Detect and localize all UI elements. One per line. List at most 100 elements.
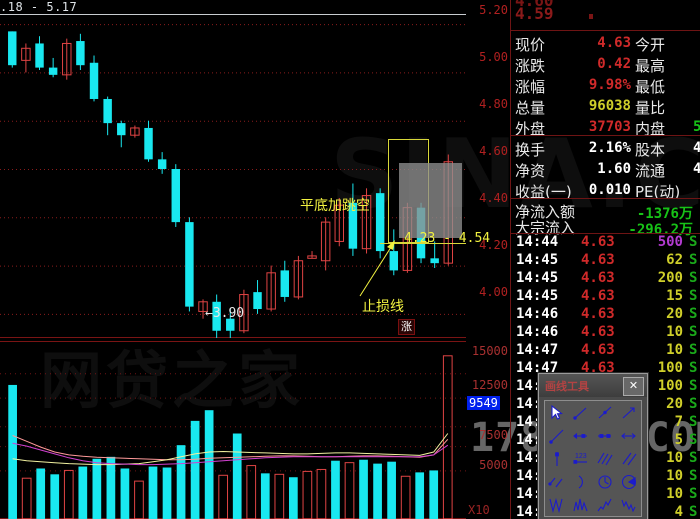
tick-row[interactable]: 14:47 4.63 10 S: [511, 340, 700, 361]
quote-label-secondary: 流通: [635, 162, 666, 180]
annotation-pattern-label: 平底加跳空: [300, 198, 370, 214]
tick-volume: 15: [666, 288, 683, 304]
tick-price: 4.63: [581, 342, 615, 358]
tick-side: S: [689, 450, 698, 466]
tick-side: S: [689, 306, 698, 322]
quote-panel: 4.60 4.59 现价 4.63 今开 涨跌 0.42 最高 涨幅 9.98% 最低 总量 960…: [510, 0, 700, 519]
tick-volume: 10: [666, 342, 683, 358]
left-extend-tool[interactable]: [569, 424, 593, 447]
tick-time: 14:45: [516, 270, 559, 286]
quote-label: 涨幅: [515, 78, 546, 96]
tick-price: 4.63: [581, 234, 615, 250]
ray-tool[interactable]: [593, 401, 617, 424]
fan-tool[interactable]: [617, 470, 641, 493]
axis-tick-price: 4.20: [479, 238, 508, 252]
tick-volume: 100: [657, 378, 683, 394]
blockflow-label: 大宗流入: [515, 219, 576, 237]
tick-time: 14:45: [516, 252, 559, 268]
quote-label: 涨跌: [515, 57, 546, 75]
annotation-low-label: ←3.90: [205, 306, 245, 321]
tick-volume: 20: [666, 306, 683, 322]
quote-label-secondary: 量比: [635, 99, 666, 117]
blockflow-value: -296.2万: [628, 222, 693, 238]
volume-pane[interactable]: [0, 341, 466, 519]
wave-peaks-tool[interactable]: [569, 493, 593, 516]
axis-selected-volume[interactable]: 9549: [467, 396, 500, 410]
tick-row[interactable]: 14:45 4.63 15 S: [511, 286, 700, 307]
quote-row: 总量 96038 量比: [511, 96, 700, 117]
parallel-pair-tool[interactable]: [617, 447, 641, 470]
arrow-tool[interactable]: [617, 401, 641, 424]
axis-tick-price: 4.80: [479, 97, 508, 111]
quote-value: 1.60: [597, 161, 631, 177]
broken-parallel-tool[interactable]: [545, 470, 569, 493]
parallel-channel-tool[interactable]: [593, 447, 617, 470]
drawing-tool-grid[interactable]: 123GPGAG: [544, 400, 642, 517]
drawing-toolbar[interactable]: 画线工具 ✕ 123GPGAG: [538, 373, 648, 519]
quote-value: 9.98%: [588, 77, 631, 93]
quote-label-secondary: 股本: [635, 141, 666, 159]
numbered-line-tool[interactable]: 123: [569, 447, 593, 470]
circle-tool[interactable]: [593, 470, 617, 493]
zigzag-up-tool[interactable]: [593, 493, 617, 516]
quote-value: 2.16%: [588, 140, 631, 156]
top-bid-clipped: 4.60: [515, 0, 554, 10]
tick-volume: 100: [657, 360, 683, 376]
quote-row: 换手 2.16%股本 4.0: [511, 138, 700, 159]
zhang-badge: 涨: [398, 319, 415, 335]
tick-price: 4.63: [581, 324, 615, 340]
quote-label-secondary: 内盘: [635, 120, 666, 138]
quote-label: 外盘: [515, 120, 546, 138]
vline-tool[interactable]: [545, 447, 569, 470]
stoploss-line[interactable]: [380, 243, 466, 244]
axis-tick-volume: 15000: [471, 344, 508, 358]
tick-price: 4.63: [581, 360, 615, 376]
drawing-toolbar-title: 画线工具: [545, 380, 589, 393]
divider: [511, 198, 700, 199]
tick-side: S: [689, 468, 698, 484]
divider: [511, 135, 700, 136]
tick-side: S: [689, 414, 698, 430]
axis-volume-unit: X10: [468, 503, 490, 517]
tick-row[interactable]: 14:44 4.63 500 S: [511, 232, 700, 253]
tick-price: 4.63: [581, 306, 615, 322]
quote-value: 4.63: [597, 35, 631, 51]
tick-time: 14:44: [516, 234, 559, 250]
tick-row[interactable]: 14:46 4.63 20 S: [511, 304, 700, 325]
quote-label: 换手: [515, 141, 546, 159]
trendline-tool[interactable]: [545, 424, 569, 447]
arc-tool[interactable]: [569, 470, 593, 493]
hline-tool[interactable]: [593, 424, 617, 447]
tick-side: S: [689, 324, 698, 340]
tick-row[interactable]: 14:45 4.63 62 S: [511, 250, 700, 271]
axis-tick-price: 4.60: [479, 144, 508, 158]
tick-price: 4.63: [581, 288, 615, 304]
wave-w-tool[interactable]: [545, 493, 569, 516]
tick-row[interactable]: 14:45 4.63 200 S: [511, 268, 700, 289]
chart-area[interactable]: .18 - 5.17 平底加跳空 止损线 4.23 - 4.54 ←3.90 涨: [0, 0, 490, 519]
drawing-toolbar-titlebar[interactable]: 画线工具 ✕: [539, 374, 647, 397]
tick-side: S: [689, 378, 698, 394]
tick-side: S: [689, 396, 698, 412]
axis-tick-price: 4.40: [479, 191, 508, 205]
tick-row[interactable]: 14:47 4.63 100 S: [511, 358, 700, 379]
bid-marker-icon: [589, 14, 593, 19]
chart-axis: 5.20 5.00 4.80 4.60 4.40 4.20 4.00 15000…: [466, 0, 510, 519]
tick-side: S: [689, 234, 698, 250]
tick-time: 14:47: [516, 360, 559, 376]
axis-tick-volume: 7500: [479, 428, 508, 442]
cursor-tool[interactable]: [545, 401, 569, 424]
segment-tool[interactable]: [569, 401, 593, 424]
quote-row: 现价 4.63 今开: [511, 33, 700, 54]
tick-table[interactable]: 14:44 4.63 500 S 14:45 4.63 62 S 14:45 4.63 200 S 14…: [511, 232, 700, 519]
tick-row[interactable]: 14:46 4.63 10 S: [511, 322, 700, 343]
zigzag-down-tool[interactable]: [617, 493, 641, 516]
quote-label: 总量: [515, 99, 546, 117]
stoploss-arrow: [359, 240, 395, 297]
chart-header-label: .18 - 5.17: [0, 0, 78, 14]
tick-volume: 10: [666, 450, 683, 466]
close-icon[interactable]: ✕: [623, 377, 644, 396]
dual-arrow-tool[interactable]: [617, 424, 641, 447]
